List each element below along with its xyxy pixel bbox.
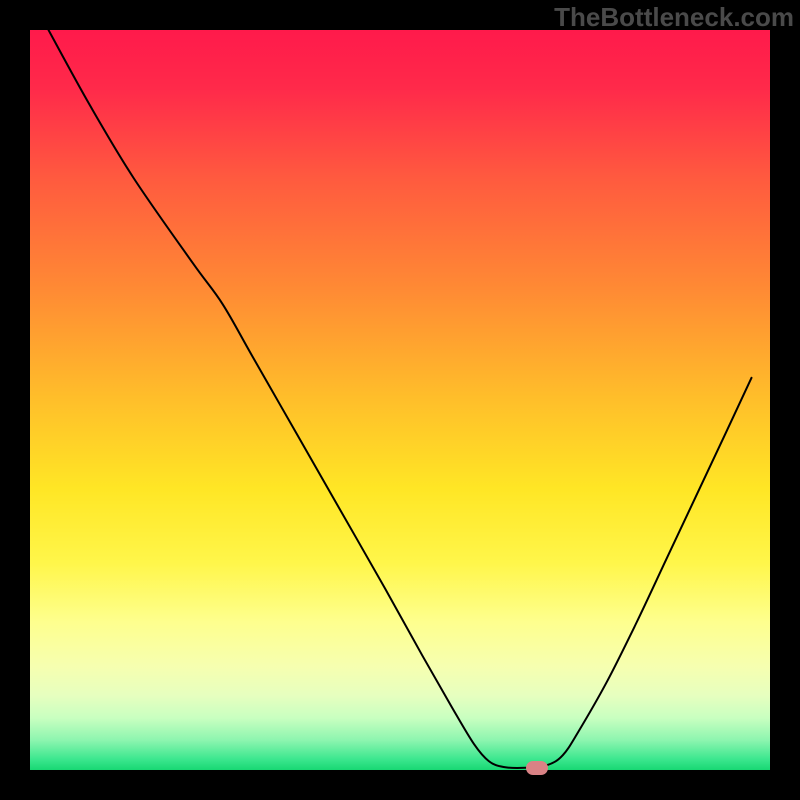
watermark-text: TheBottleneck.com — [554, 0, 800, 33]
chart-outer: TheBottleneck.com — [0, 0, 800, 800]
gradient-background — [30, 30, 770, 770]
plot-svg — [30, 30, 770, 770]
optimum-marker — [526, 761, 548, 775]
plot-area — [30, 30, 770, 770]
